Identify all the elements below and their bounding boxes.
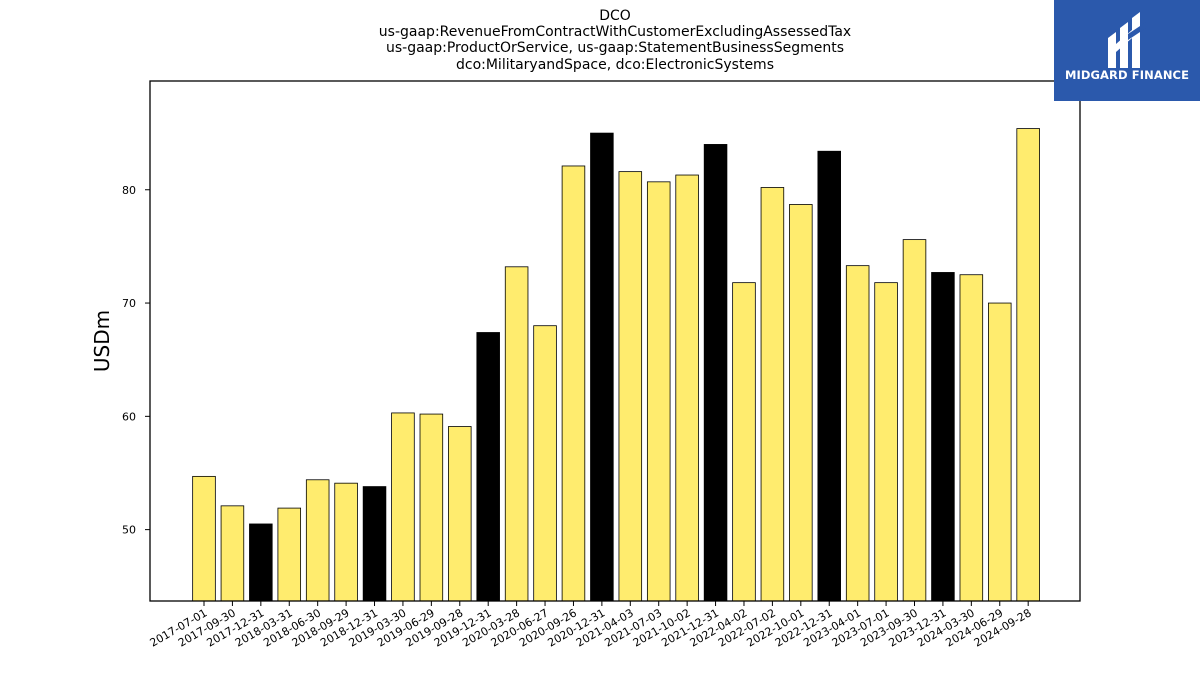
y-tick-label: 80 [122, 184, 136, 197]
bar-2024-09-28 [1016, 128, 1040, 602]
bar-2018-03-31 [277, 507, 302, 602]
bar-2022-07-02 [760, 187, 785, 602]
bar-2017-07-01 [192, 475, 216, 602]
bars-group [192, 128, 1040, 602]
bar-2020-03-28 [504, 266, 529, 602]
bar-2019-03-30 [391, 412, 415, 602]
bar-2021-12-31 [703, 144, 728, 602]
plot-frame [149, 80, 1081, 602]
bar-2024-06-29 [988, 302, 1012, 602]
bar-2018-06-30 [305, 479, 330, 602]
chart-title-line: us-gaap:RevenueFromContractWithCustomerE… [379, 24, 851, 40]
y-tick-label: 60 [122, 410, 136, 423]
chart-title: DCO us-gaap:RevenueFromContractWithCusto… [379, 8, 851, 73]
logo-text: MIDGARD FINANCE [1064, 68, 1190, 82]
bar-2024-03-30 [959, 274, 984, 602]
bar-2023-09-30 [902, 239, 927, 602]
bar-2020-09-26 [561, 165, 586, 602]
midgard-logo-icon [1108, 12, 1146, 68]
bar-2022-12-31 [817, 150, 841, 602]
y-tick-label: 50 [122, 524, 136, 537]
bar-2020-12-31 [590, 132, 614, 602]
chart-title-line: dco:MilitaryandSpace, dco:ElectronicSyst… [456, 57, 774, 73]
bar-2017-09-30 [220, 505, 245, 602]
bar-2022-10-01 [789, 204, 813, 602]
bar-2021-10-02 [675, 174, 699, 602]
bar-2019-06-29 [419, 413, 444, 602]
y-axis: 50 60 70 80 [122, 184, 150, 537]
chart-title-line: us-gaap:ProductOrService, us-gaap:Statem… [386, 40, 844, 56]
bar-2023-12-31 [931, 272, 955, 602]
midgard-finance-logo: MIDGARD FINANCE [1054, 0, 1200, 101]
y-tick-label: 70 [122, 297, 136, 310]
bar-2018-09-29 [334, 482, 358, 602]
bar-2020-06-27 [533, 325, 557, 602]
bar-2017-12-31 [249, 523, 273, 602]
bar-2019-12-31 [476, 332, 500, 602]
bar-2023-07-01 [874, 282, 898, 602]
chart-title-line: DCO [599, 8, 631, 24]
bar-2018-12-31 [362, 486, 387, 602]
bar-2023-04-01 [845, 265, 870, 602]
bar-2021-04-03 [618, 171, 643, 602]
bar-2021-07-03 [646, 181, 671, 602]
x-axis: 2017-07-012017-09-302017-12-312018-03-31… [148, 601, 1034, 650]
bar-2022-04-02 [732, 282, 756, 602]
y-axis-label: USDm [90, 310, 114, 372]
bar-2019-09-28 [448, 426, 472, 602]
